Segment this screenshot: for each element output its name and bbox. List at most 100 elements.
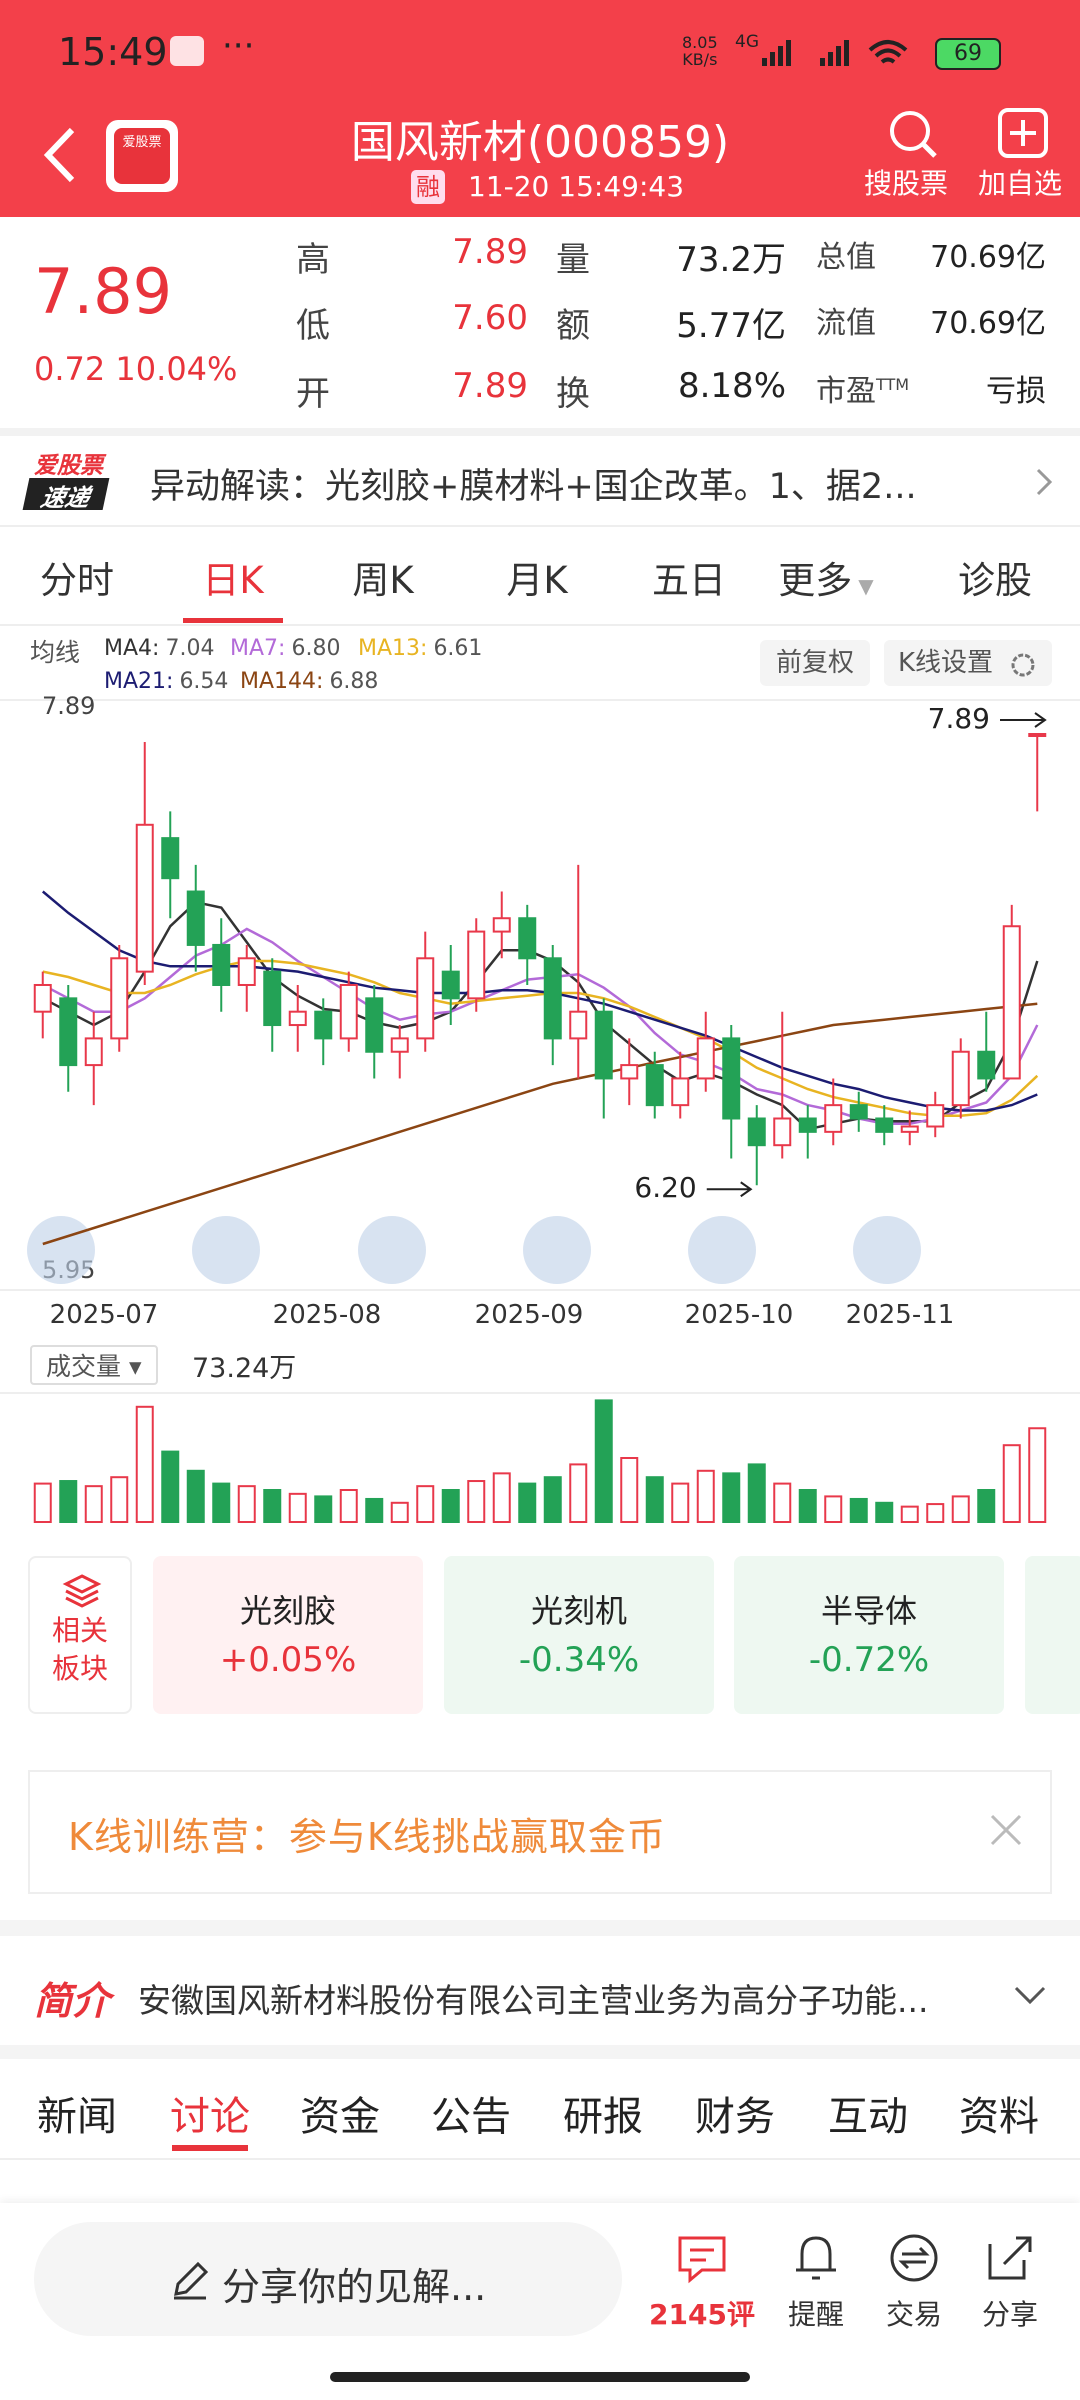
volume-bar	[747, 1463, 766, 1523]
volume-bar	[900, 1505, 919, 1523]
candle-body	[696, 1037, 715, 1080]
volume-selector[interactable]: 成交量 ▾	[30, 1345, 158, 1385]
volume-bar	[977, 1489, 996, 1523]
tab-underline	[183, 618, 283, 623]
x-tick-label: 2025-10	[685, 1300, 794, 1330]
comment-input[interactable]: 分享你的见解...	[34, 2222, 622, 2336]
sector-title: 相关 板块	[30, 1612, 130, 1688]
stat-cell: 70.69亿	[930, 240, 1046, 275]
annotation-arrow	[706, 1181, 753, 1198]
volume-bar	[135, 1405, 154, 1523]
sector-card[interactable]: 光刻机 -0.34%	[444, 1556, 714, 1714]
volume-bar	[339, 1489, 358, 1523]
content-tab[interactable]: 研报	[563, 2094, 643, 2140]
period-tab[interactable]: 周K	[352, 559, 414, 602]
tab-underline	[172, 2145, 248, 2151]
candle-body	[594, 1010, 613, 1080]
network: 4G	[735, 32, 759, 52]
intro-text[interactable]: 安徽国风新材料股份有限公司主营业务为高分子功能...	[138, 1981, 929, 2020]
news-text[interactable]: 异动解读：光刻胶+膜材料+国企改革。1、据2...	[150, 467, 917, 507]
candle-body	[951, 1050, 970, 1107]
stat-cell: 亏损	[986, 374, 1046, 409]
period-tab[interactable]: 日K	[202, 559, 264, 602]
intro-badge: 简介	[34, 1979, 111, 2023]
volume-bar	[620, 1457, 639, 1523]
sector-header[interactable]: 相关 板块	[28, 1556, 132, 1714]
content-tab[interactable]: 财务	[695, 2094, 775, 2140]
volume-bar	[696, 1469, 715, 1524]
content-tab[interactable]: 新闻	[37, 2094, 117, 2140]
speed-value: 8.05	[682, 33, 718, 52]
volume-bar	[288, 1492, 307, 1523]
sector-card[interactable]: 半导体 -0.72%	[734, 1556, 1004, 1714]
price-annotation: 6.20	[634, 1171, 696, 1204]
ma-legend-item: MA7: 6.80	[230, 636, 340, 661]
period-tab[interactable]: 分时	[40, 559, 114, 602]
period-tab[interactable]: 五日	[652, 559, 726, 602]
bottom-action[interactable]: 分享	[981, 2298, 1038, 2331]
ma-line	[41, 890, 1038, 1112]
ma-name: MA144:	[240, 669, 324, 694]
candle-body	[977, 1050, 996, 1080]
kline-button[interactable]: K线设置	[884, 640, 1052, 686]
sector-card[interactable]: 光刻胶 +0.05%	[153, 1556, 423, 1714]
stat-cell: 量	[556, 240, 590, 280]
zoom-button[interactable]	[853, 1216, 921, 1284]
zoom-button[interactable]	[192, 1216, 260, 1284]
sector-title-1: 相关	[51, 1614, 108, 1647]
stat-cell: 流值	[816, 306, 876, 341]
separator	[0, 1920, 1080, 1936]
content-tab[interactable]: 公告	[431, 2094, 511, 2140]
icon-shape	[796, 2236, 836, 2280]
candle-body	[467, 930, 486, 1000]
period-tab[interactable]: 诊股	[958, 559, 1032, 602]
margin-badge: 融	[411, 170, 445, 204]
action-icon	[890, 2234, 938, 2282]
period-tab[interactable]: 月K	[506, 559, 568, 602]
search-icon[interactable]	[883, 106, 943, 164]
candle-body	[237, 957, 256, 986]
candle-body	[926, 1104, 945, 1128]
sector-title-2: 板块	[51, 1652, 108, 1685]
content-tab[interactable]: 资料	[959, 2094, 1039, 2140]
content-tab[interactable]: 互动	[828, 2094, 908, 2140]
ma-line	[42, 927, 1039, 1126]
speed-unit: KB/s	[682, 50, 718, 69]
separator	[0, 2045, 1080, 2059]
x-tick-label: 2025-11	[846, 1300, 955, 1330]
header-action[interactable]: 加自选	[977, 167, 1062, 200]
banner-close[interactable]	[984, 1808, 1030, 1854]
kline-button[interactable]: 前复权	[760, 640, 870, 686]
status-app-icon	[170, 36, 204, 66]
bottom-action[interactable]: 交易	[885, 2298, 942, 2331]
candle-body	[110, 957, 129, 1040]
ma-line	[42, 900, 1039, 1131]
header-action[interactable]: 搜股票	[863, 167, 948, 200]
zoom-button[interactable]	[688, 1216, 756, 1284]
bottom-action[interactable]: 提醒	[787, 2298, 844, 2331]
volume-bar	[875, 1501, 894, 1524]
sector-card-partial	[1025, 1556, 1080, 1714]
add-icon[interactable]	[996, 106, 1052, 162]
candle-body	[543, 957, 562, 1040]
candle-body	[390, 1037, 409, 1053]
sector-change: -0.34%	[518, 1640, 640, 1680]
bottom-action[interactable]: 2145评	[649, 2298, 755, 2331]
stat-cell: 5.77亿	[676, 306, 786, 346]
zoom-button[interactable]	[523, 1216, 591, 1284]
stat-cell: 73.2万	[676, 240, 786, 280]
back-button[interactable]	[40, 120, 80, 190]
zoom-button[interactable]	[27, 1216, 95, 1284]
banner[interactable]: K线训练营：参与K线挑战赢取金币	[28, 1770, 1052, 1894]
content-tab[interactable]: 资金	[300, 2094, 380, 2140]
volume-bar	[594, 1399, 613, 1523]
period-tab[interactable]: 更多 ▼	[778, 559, 874, 602]
volume-bar	[186, 1469, 205, 1524]
intro-chevron[interactable]	[1010, 1980, 1050, 2010]
content-tab[interactable]: 讨论	[170, 2094, 250, 2140]
zoom-button[interactable]	[358, 1216, 426, 1284]
candle-body	[492, 917, 511, 933]
y-tick-label: 7.89	[42, 692, 95, 720]
sector-name: 光刻机	[530, 1592, 627, 1630]
sector-name: 半导体	[820, 1592, 917, 1630]
